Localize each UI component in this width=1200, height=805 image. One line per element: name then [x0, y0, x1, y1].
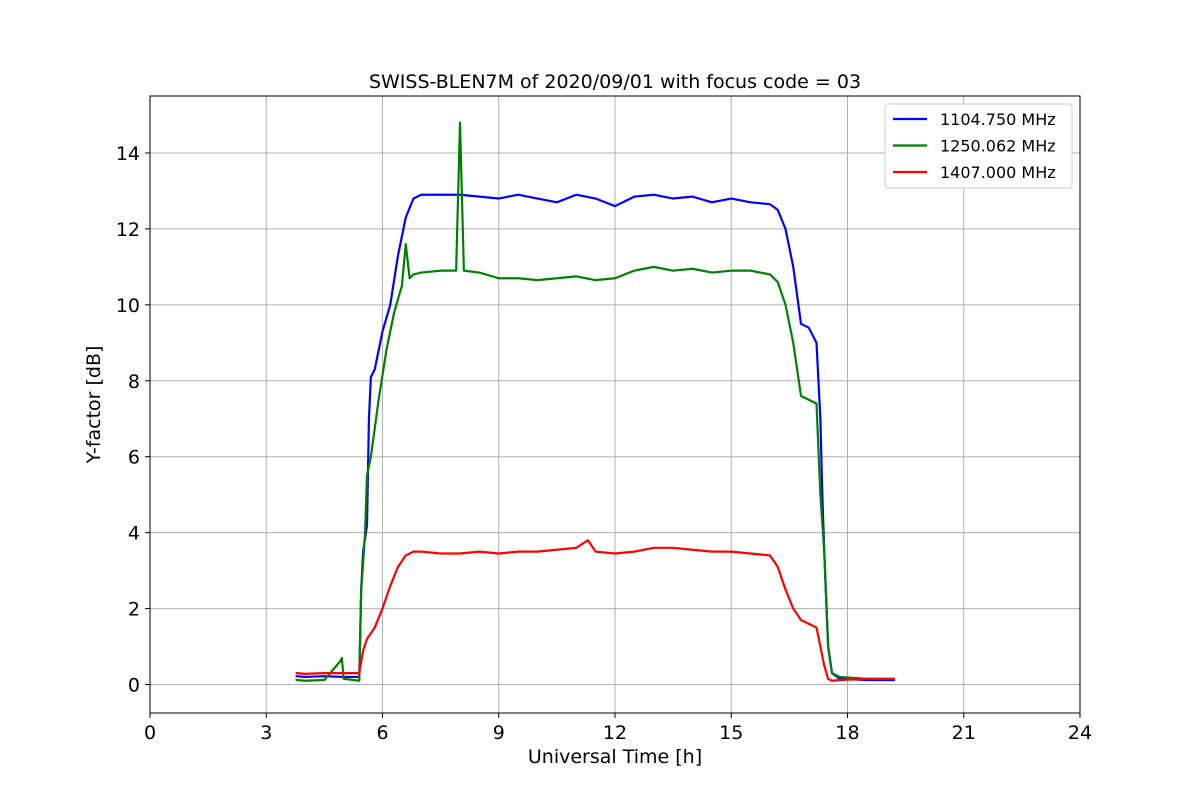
x-tick-label: 18 — [835, 722, 859, 744]
chart-title: SWISS-BLEN7M of 2020/09/01 with focus co… — [369, 71, 861, 93]
x-tick-label: 24 — [1068, 722, 1092, 744]
y-axis-label: Y-factor [dB] — [83, 346, 105, 465]
series-line-2 — [295, 121, 896, 682]
legend-box — [884, 103, 1073, 189]
y-tick-label: 10 — [116, 295, 140, 317]
x-tick-label: 12 — [603, 722, 627, 744]
legend-entry-1: 1104.750 MHz — [940, 110, 1056, 129]
series-line-3 — [295, 539, 896, 682]
y-tick-label: 0 — [128, 675, 140, 697]
x-tick-label: 6 — [376, 722, 388, 744]
series-line-1 — [295, 193, 896, 682]
x-tick-label: 3 — [260, 722, 272, 744]
x-tick-label: 0 — [144, 722, 156, 744]
y-tick-label: 4 — [128, 523, 140, 545]
x-tick-label: 9 — [493, 722, 505, 744]
legend-entry-3: 1407.000 MHz — [940, 163, 1056, 182]
y-tick-label: 14 — [116, 143, 140, 165]
x-tick-label: 21 — [952, 722, 976, 744]
legend-entry-2: 1250.062 MHz — [940, 137, 1056, 156]
x-tick-label: 15 — [719, 722, 743, 744]
series-layer — [295, 121, 896, 682]
y-tick-label: 6 — [128, 447, 140, 469]
legend-items: 1104.750 MHz 1250.062 MHz 1407.000 MHz — [893, 110, 1056, 182]
y-tick-label: 12 — [116, 219, 140, 241]
y-tick-label: 2 — [128, 599, 140, 621]
y-tick-label: 8 — [128, 371, 140, 393]
legend: 1104.750 MHz 1250.062 MHz 1407.000 MHz — [884, 103, 1073, 189]
x-axis-label: Universal Time [h] — [528, 746, 702, 768]
